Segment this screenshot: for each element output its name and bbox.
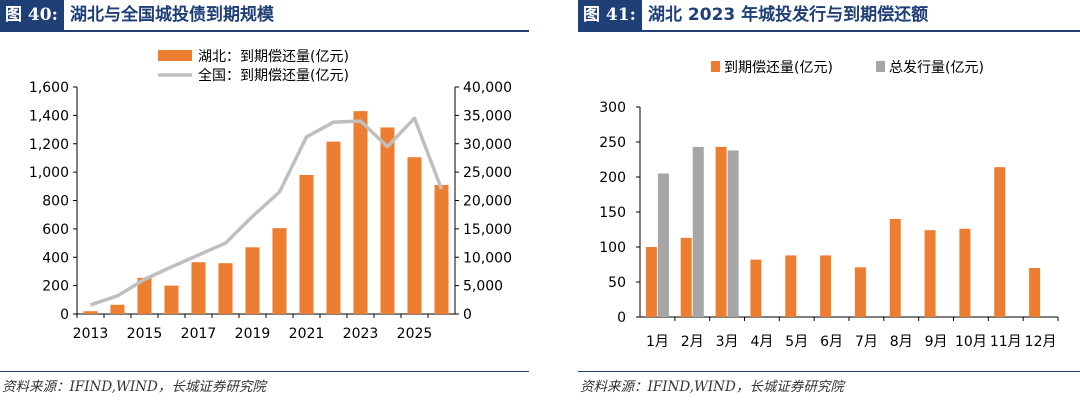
right-header-rule bbox=[578, 30, 1080, 32]
hubei-bar bbox=[407, 157, 422, 314]
hubei-bar bbox=[137, 277, 152, 314]
x-tick-label: 2021 bbox=[289, 326, 325, 342]
left-figure-number: 图 40: bbox=[0, 0, 64, 30]
hubei-bar bbox=[272, 228, 287, 314]
right-y-tick-label: 25,000 bbox=[463, 165, 512, 181]
repayment-bar bbox=[889, 219, 901, 317]
x-tick-label: 10月 bbox=[955, 334, 987, 350]
left-source-note: 资料来源：IFIND,WIND，长城证券研究院 bbox=[2, 379, 266, 395]
right-figure-header: 图 41: 湖北 2023 年城投发行与到期偿还额 bbox=[578, 0, 1080, 30]
x-tick-label: 11月 bbox=[990, 334, 1022, 350]
hubei-bar bbox=[353, 111, 368, 315]
legend-swatch-issuance bbox=[876, 61, 885, 72]
right-figure-panel: 图 41: 湖北 2023 年城投发行与到期偿还额 0 50 100 150 200 25… bbox=[578, 0, 1080, 403]
left-y-tick-label: 400 bbox=[42, 250, 69, 266]
national-line bbox=[89, 116, 444, 307]
x-tick-label: 2013 bbox=[73, 326, 109, 342]
issuance-bar bbox=[657, 173, 669, 317]
hubei-bar bbox=[245, 247, 260, 314]
hubei-bar bbox=[110, 304, 125, 314]
x-tick-label: 2015 bbox=[127, 326, 163, 342]
x-tick-label: 9月 bbox=[925, 334, 948, 350]
repayment-bar bbox=[924, 230, 936, 317]
issuance-bar bbox=[692, 146, 704, 317]
x-tick-label: 5月 bbox=[785, 334, 808, 350]
right-y-tick-label: 0 bbox=[463, 307, 472, 323]
left-y-tick-label: 200 bbox=[42, 279, 69, 295]
hubei-bar bbox=[218, 263, 233, 314]
x-tick-label: 4月 bbox=[750, 334, 773, 350]
x-tick-label: 2025 bbox=[397, 326, 433, 342]
issuance-bar bbox=[727, 150, 739, 317]
left-y-tick-label: 600 bbox=[42, 222, 69, 238]
y-tick-label: 150 bbox=[599, 205, 626, 221]
right-y-tick-label: 40,000 bbox=[463, 80, 512, 96]
y-tick-label: 300 bbox=[599, 100, 626, 116]
repayment-bar bbox=[994, 167, 1006, 317]
legend-swatch-repayment bbox=[711, 61, 720, 72]
left-figure-panel: 图 40: 湖北与全国城投债到期规模 0 200 400 600 800 1,000 1,2… bbox=[0, 0, 529, 403]
hubei-bar bbox=[380, 127, 395, 314]
x-tick-label: 12月 bbox=[1025, 334, 1057, 350]
legend-label-hubei: 湖北：到期偿还量(亿元) bbox=[198, 49, 349, 65]
right-figure-title: 湖北 2023 年城投发行与到期偿还额 bbox=[648, 5, 929, 25]
legend-swatch-hubei bbox=[158, 50, 192, 61]
y-tick-label: 100 bbox=[599, 240, 626, 256]
y-tick-label: 50 bbox=[608, 275, 626, 291]
repayment-bar bbox=[1029, 268, 1041, 317]
x-tick-label: 8月 bbox=[890, 334, 913, 350]
right-y-tick-label: 15,000 bbox=[463, 222, 512, 238]
left-y-tick-label: 800 bbox=[42, 194, 69, 210]
x-tick-label: 2月 bbox=[681, 334, 704, 350]
legend-label-issuance: 总发行量(亿元) bbox=[889, 60, 984, 76]
repayment-bar bbox=[750, 259, 762, 317]
right-y-tick-label: 35,000 bbox=[463, 108, 512, 124]
hubei-bar bbox=[83, 311, 98, 314]
x-tick-label: 1月 bbox=[646, 334, 669, 350]
y-tick-label: 200 bbox=[599, 170, 626, 186]
left-y-tick-label: 0 bbox=[60, 307, 69, 323]
repayment-bar bbox=[820, 255, 832, 317]
repayment-bar bbox=[680, 237, 692, 317]
right-y-tick-label: 30,000 bbox=[463, 137, 512, 153]
x-tick-label: 2019 bbox=[235, 326, 271, 342]
hubei-bar bbox=[326, 141, 341, 314]
x-tick-label: 3月 bbox=[716, 334, 739, 350]
repayment-bar bbox=[645, 247, 657, 317]
left-header-rule bbox=[0, 30, 529, 32]
left-figure-header: 图 40: 湖北与全国城投债到期规模 bbox=[0, 0, 529, 30]
left-y-tick-label: 1,000 bbox=[29, 165, 69, 181]
right-footer-rule bbox=[578, 371, 1080, 372]
right-y-tick-label: 5,000 bbox=[463, 279, 503, 295]
y-tick-label: 250 bbox=[599, 135, 626, 151]
hubei-bar bbox=[434, 184, 449, 314]
repayment-bar bbox=[854, 267, 866, 317]
hubei-bar bbox=[191, 262, 206, 314]
x-tick-label: 2017 bbox=[181, 326, 217, 342]
x-tick-label: 7月 bbox=[855, 334, 878, 350]
repayment-bar bbox=[785, 255, 797, 317]
right-y-tick-label: 10,000 bbox=[463, 250, 512, 266]
x-tick-label: 2023 bbox=[343, 326, 379, 342]
y-tick-label: 0 bbox=[617, 310, 626, 326]
right-y-tick-label: 20,000 bbox=[463, 194, 512, 210]
hubei-bar bbox=[299, 174, 314, 314]
legend-label-repayment: 到期偿还量(亿元) bbox=[724, 60, 833, 76]
right-source-note: 资料来源：IFIND,WIND，长城证券研究院 bbox=[580, 379, 844, 395]
left-footer-rule bbox=[0, 371, 529, 372]
legend-label-national: 全国：到期偿还量(亿元) bbox=[198, 67, 349, 84]
left-y-tick-label: 1,400 bbox=[29, 108, 69, 124]
right-figure-number: 图 41: bbox=[578, 0, 642, 30]
left-y-tick-label: 1,600 bbox=[29, 80, 69, 96]
left-figure-title: 湖北与全国城投债到期规模 bbox=[70, 5, 274, 25]
left-chart: 0 200 400 600 800 1,000 1,200 1,400 1,600 0 5,000 1… bbox=[29, 49, 512, 342]
repayment-bar bbox=[959, 228, 971, 317]
left-y-tick-label: 1,200 bbox=[29, 137, 69, 153]
hubei-bar bbox=[164, 285, 179, 314]
x-tick-label: 6月 bbox=[820, 334, 843, 350]
repayment-bar bbox=[715, 146, 727, 317]
